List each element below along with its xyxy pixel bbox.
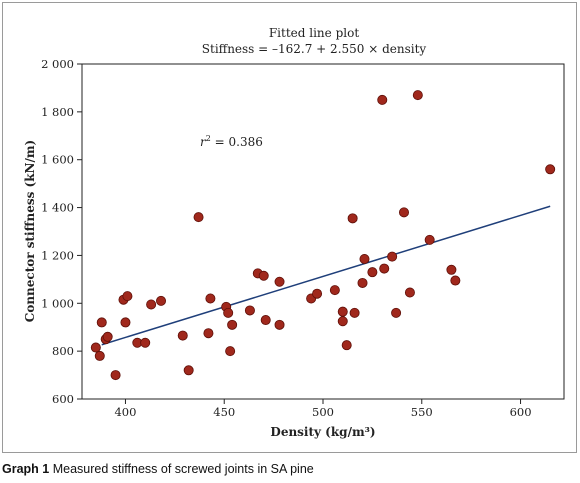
data-point [258, 270, 269, 281]
data-point [156, 295, 167, 306]
data-point [122, 291, 133, 302]
data-point [225, 346, 236, 357]
data-point [312, 288, 323, 299]
x-tick-label: 550 [411, 405, 433, 419]
y-tick-label: 1 200 [41, 248, 74, 262]
y-tick-label: 2 000 [41, 57, 74, 71]
data-point [357, 277, 368, 288]
data-point [110, 370, 121, 381]
data-point [347, 213, 358, 224]
data-point [387, 251, 398, 262]
y-tick-label: 1 600 [41, 153, 74, 167]
data-point [183, 365, 194, 376]
data-point [102, 331, 113, 342]
r-squared-value: = 0.386 [211, 135, 263, 149]
data-point [341, 340, 352, 351]
y-tick-label: 1 400 [41, 201, 74, 215]
data-point [140, 337, 151, 348]
data-point [223, 307, 234, 318]
data-point [274, 319, 285, 330]
data-point [391, 307, 402, 318]
x-tick-label: 500 [312, 405, 334, 419]
data-point [193, 212, 204, 223]
data-point [398, 207, 409, 218]
data-point [203, 328, 214, 339]
x-tick-label: 400 [114, 405, 136, 419]
y-tick-label: 1 000 [41, 296, 74, 310]
x-axis: 400 450 500 550 600 [114, 399, 532, 419]
data-point [337, 316, 348, 327]
data-point [96, 317, 107, 328]
y-tick-label: 800 [52, 344, 74, 358]
data-point [120, 317, 131, 328]
caption-label: Graph 1 [2, 462, 50, 476]
data-point [367, 267, 378, 278]
plot-frame [81, 63, 565, 400]
y-axis: 600 800 1 000 1 200 1 400 1 600 1 800 2 000 [41, 57, 82, 406]
x-tick-label: 450 [213, 405, 235, 419]
data-point [329, 285, 340, 296]
data-point [205, 293, 216, 304]
r-squared-annotation: r2 = 0.386 [200, 134, 263, 149]
data-point [227, 319, 238, 330]
data-point [379, 263, 390, 274]
r-symbol: r [200, 135, 207, 149]
caption-text: Measured stiffness of screwed joints in … [49, 462, 314, 476]
x-tick-label: 600 [510, 405, 532, 419]
chart-title: Fitted line plot [269, 26, 359, 40]
data-points [90, 90, 556, 381]
data-point [545, 164, 556, 175]
data-point [146, 299, 157, 310]
data-point [337, 306, 348, 317]
y-axis-label: Connector stiffness (kN/m) [23, 140, 37, 322]
y-tick-label: 600 [52, 392, 74, 406]
fitted-regression-line [101, 205, 551, 346]
data-point [424, 234, 435, 245]
chart-subtitle: Stiffness = –162.7 + 2.550 × density [202, 42, 427, 56]
figure-caption: Graph 1 Measured stiffness of screwed jo… [2, 462, 314, 476]
data-point [450, 275, 461, 286]
x-axis-label: Density (kg/m³) [270, 425, 375, 439]
data-point [94, 350, 105, 361]
data-point [359, 254, 370, 265]
data-point [260, 315, 271, 326]
data-point [404, 287, 415, 298]
data-point [177, 330, 188, 341]
r-squared-superscript: 2 [206, 134, 211, 143]
data-point [446, 264, 457, 275]
data-point [274, 276, 285, 287]
data-point [90, 342, 101, 353]
data-point [349, 307, 360, 318]
y-tick-label: 1 800 [41, 105, 74, 119]
data-point [244, 305, 255, 316]
data-point [412, 90, 423, 101]
data-point [377, 94, 388, 105]
